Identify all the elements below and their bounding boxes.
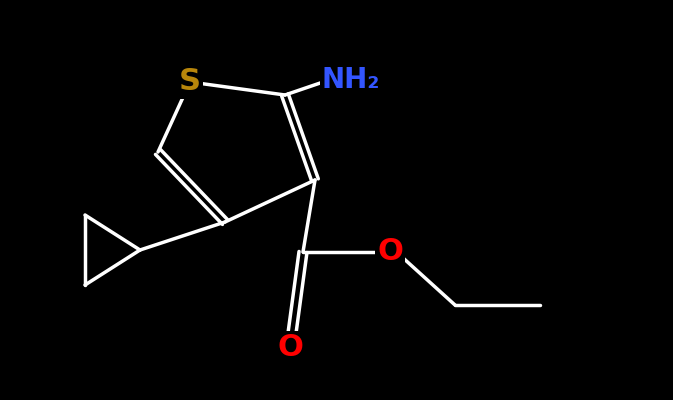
Text: O: O bbox=[377, 238, 403, 266]
Text: NH₂: NH₂ bbox=[322, 66, 380, 94]
Text: S: S bbox=[179, 68, 201, 96]
Text: O: O bbox=[277, 334, 303, 362]
